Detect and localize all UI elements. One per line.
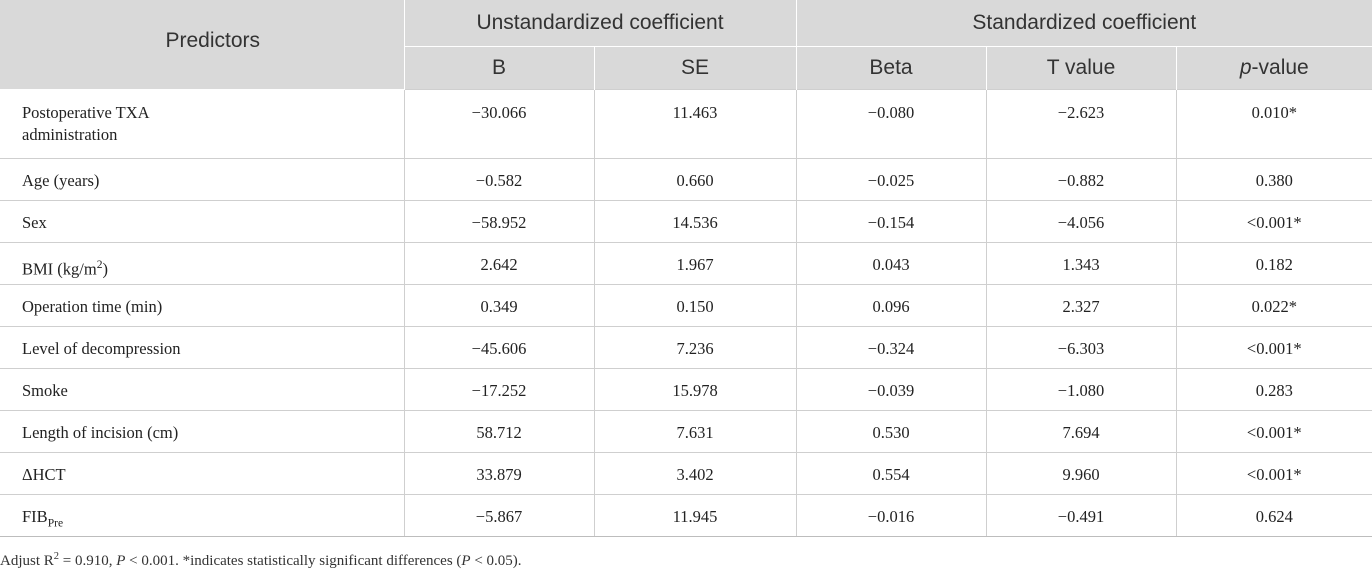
cell-b: −5.867	[403, 494, 594, 537]
table-row: Level of decompression −45.606 7.236 −0.…	[0, 326, 1372, 369]
cell-b: −17.252	[403, 368, 594, 411]
cell-se: 14.536	[593, 200, 797, 243]
cell-se: 7.236	[593, 326, 797, 369]
regression-table: Predictors Unstandardized coefficient St…	[0, 0, 1372, 537]
cell-se: 11.463	[593, 89, 797, 159]
cell-predictor: ΔHCT	[0, 452, 404, 495]
cell-t: 1.343	[985, 242, 1177, 285]
cell-p: <0.001*	[1175, 410, 1372, 453]
footnote-p1: P	[116, 553, 126, 569]
cell-p: 0.022*	[1175, 284, 1372, 327]
cell-se: 7.631	[593, 410, 797, 453]
cell-beta: 0.530	[795, 410, 987, 453]
cell-beta: 0.554	[795, 452, 987, 495]
cell-t: −2.623	[985, 89, 1177, 159]
cell-b: −30.066	[403, 89, 594, 159]
cell-beta: 0.096	[795, 284, 987, 327]
cell-beta: −0.080	[795, 89, 987, 159]
header-predictors: Predictors	[0, 0, 405, 90]
cell-b: −45.606	[403, 326, 594, 369]
cell-predictor: Level of decompression	[0, 326, 404, 369]
footnote-p2: P	[461, 553, 471, 569]
cell-p: <0.001*	[1175, 200, 1372, 243]
header-standardized-coefficient: Standardized coefficient	[795, 0, 1372, 47]
cell-beta: −0.154	[795, 200, 987, 243]
cell-p: 0.182	[1175, 242, 1372, 285]
predictor-subscript: Pre	[47, 517, 64, 530]
cell-b: −58.952	[403, 200, 594, 243]
table-row: BMI (kg/m2) 2.642 1.967 0.043 1.343 0.18…	[0, 242, 1372, 285]
footnote-part4: < 0.05).	[470, 553, 522, 569]
table-row: FIBPre −5.867 11.945 −0.016 −0.491 0.624	[0, 494, 1372, 537]
cell-predictor: FIBPre	[0, 494, 404, 537]
predictor-label: BMI (kg/m	[22, 259, 97, 279]
cell-p: 0.283	[1175, 368, 1372, 411]
header-p-rest: -value	[1251, 56, 1309, 79]
cell-predictor: Age (years)	[0, 158, 404, 201]
table-header: Predictors Unstandardized coefficient St…	[0, 0, 1372, 90]
table-row: Age (years) −0.582 0.660 −0.025 −0.882 0…	[0, 158, 1372, 201]
predictor-superscript: 2	[96, 259, 103, 271]
table-row: Sex −58.952 14.536 −0.154 −4.056 <0.001*	[0, 200, 1372, 243]
table-row: Operation time (min) 0.349 0.150 0.096 2…	[0, 284, 1372, 327]
cell-p: <0.001*	[1175, 326, 1372, 369]
cell-beta: −0.039	[795, 368, 987, 411]
header-se: SE	[593, 46, 797, 90]
table-row: Smoke −17.252 15.978 −0.039 −1.080 0.283	[0, 368, 1372, 411]
cell-t: 9.960	[985, 452, 1177, 495]
cell-se: 0.660	[593, 158, 797, 201]
cell-b: 0.349	[403, 284, 594, 327]
header-beta: Beta	[795, 46, 987, 90]
table-row: Postoperative TXA administration −30.066…	[0, 89, 1372, 159]
header-b: B	[404, 46, 594, 90]
cell-t: −6.303	[985, 326, 1177, 369]
footnote-part2: = 0.910,	[59, 553, 117, 569]
cell-b: −0.582	[403, 158, 594, 201]
cell-predictor: Sex	[0, 200, 404, 243]
footnote-part1: Adjust R	[0, 553, 54, 569]
cell-se: 1.967	[593, 242, 797, 285]
cell-p: 0.010*	[1175, 89, 1372, 159]
cell-predictor: Postoperative TXA administration	[0, 89, 404, 159]
predictor-label: Postoperative TXA administration	[22, 103, 149, 144]
cell-t: −4.056	[985, 200, 1177, 243]
footnote-sup: 2	[53, 551, 60, 562]
cell-predictor: Operation time (min)	[0, 284, 404, 327]
cell-p: 0.380	[1175, 158, 1372, 201]
cell-p: 0.624	[1175, 494, 1372, 537]
cell-predictor: BMI (kg/m2)	[0, 242, 404, 285]
regression-table-container: Predictors Unstandardized coefficient St…	[0, 0, 1372, 537]
table-footnote: Adjust R2 = 0.910, P < 0.001. *indicates…	[0, 551, 522, 570]
cell-b: 33.879	[403, 452, 594, 495]
cell-t: −0.882	[985, 158, 1177, 201]
cell-b: 2.642	[403, 242, 594, 285]
cell-predictor: Length of incision (cm)	[0, 410, 404, 453]
cell-se: 15.978	[593, 368, 797, 411]
header-unstandardized-coefficient: Unstandardized coefficient	[403, 0, 797, 47]
cell-t: 7.694	[985, 410, 1177, 453]
cell-se: 11.945	[593, 494, 797, 537]
cell-beta: −0.324	[795, 326, 987, 369]
cell-beta: −0.016	[795, 494, 987, 537]
cell-t: 2.327	[985, 284, 1177, 327]
predictor-label: FIB	[22, 507, 48, 526]
table-row: Length of incision (cm) 58.712 7.631 0.5…	[0, 410, 1372, 453]
header-p-value: p-value	[1175, 46, 1372, 90]
cell-predictor: Smoke	[0, 368, 404, 411]
cell-t: −0.491	[985, 494, 1177, 537]
cell-p: <0.001*	[1175, 452, 1372, 495]
table-row: ΔHCT 33.879 3.402 0.554 9.960 <0.001*	[0, 452, 1372, 495]
predictor-label-end: )	[102, 259, 109, 279]
cell-b: 58.712	[403, 410, 594, 453]
cell-beta: −0.025	[795, 158, 987, 201]
footnote-part3: < 0.001. *indicates statistically signif…	[125, 553, 462, 569]
table-body: Postoperative TXA administration −30.066…	[0, 89, 1372, 537]
cell-t: −1.080	[985, 368, 1177, 411]
cell-beta: 0.043	[795, 242, 987, 285]
cell-se: 3.402	[593, 452, 797, 495]
header-t-value: T value	[985, 46, 1177, 90]
header-p-italic: p	[1239, 56, 1252, 79]
cell-se: 0.150	[593, 284, 797, 327]
